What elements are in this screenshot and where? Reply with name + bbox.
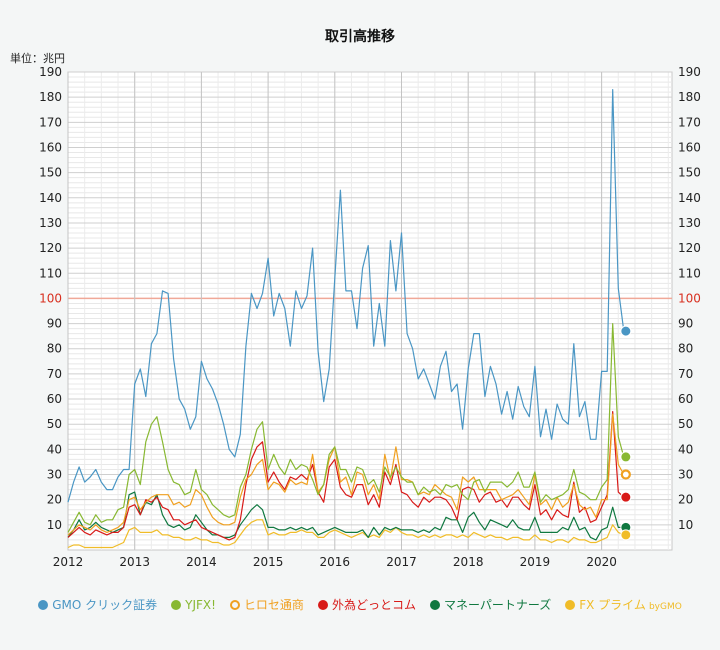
y-tick-label-left: 150: [39, 166, 62, 180]
series-line-5: [67, 519, 625, 549]
y-tick-label-left: 90: [47, 317, 62, 331]
y-tick-label-right: 70: [678, 367, 693, 381]
legend-marker: [317, 599, 328, 610]
x-tick-label: 2020: [586, 555, 617, 569]
legend-label: マネーパートナーズ: [443, 598, 552, 612]
legend-item: YJFX!: [171, 598, 216, 612]
y-tick-label-left: 40: [47, 442, 62, 456]
y-tick-label-left: 120: [39, 241, 62, 255]
series-end-marker-3: [620, 491, 632, 503]
y-tick-label-right: 100: [678, 291, 701, 305]
legend-marker: [171, 599, 182, 610]
series-line-4: [67, 491, 624, 541]
chart-title: 取引高推移: [325, 29, 395, 45]
series-line-1: [67, 323, 625, 533]
y-tick-label-right: 50: [678, 417, 693, 431]
legend-label: 外為どっとコム: [331, 598, 416, 612]
y-tick-label-right: 30: [678, 468, 693, 482]
y-tick-label-right: 110: [678, 266, 701, 280]
series-end-marker-0: [620, 325, 632, 337]
y-tick-label-right: 40: [678, 442, 693, 456]
y-tick-label-left: 190: [39, 65, 62, 79]
series-end-marker-5: [620, 529, 632, 541]
x-tick-label: 2018: [453, 555, 484, 569]
legend-marker: [429, 599, 440, 610]
y-tick-label-right: 60: [678, 392, 693, 406]
y-tick-label-left: 180: [39, 90, 62, 104]
legend-label: FX プライム byGMO: [579, 598, 682, 612]
y-tick-label-left: 110: [39, 266, 62, 280]
y-tick-label-right: 20: [678, 493, 693, 507]
x-tick-label: 2017: [386, 555, 417, 569]
x-tick-label: 2019: [520, 555, 551, 569]
x-tick-label: 2015: [253, 555, 284, 569]
x-tick-label: 2016: [320, 555, 351, 569]
y-tick-label-right: 190: [678, 65, 701, 79]
y-tick-label-left: 30: [47, 468, 62, 482]
legend-item: FX プライム byGMO: [565, 596, 682, 613]
legend-marker: [229, 599, 240, 610]
chart-legend: GMO クリック証券 YJFX! ヒロセ通商 外為どっとコム マネーパートナーズ FX プ…: [0, 596, 720, 613]
y-tick-label-right: 140: [678, 191, 701, 205]
y-tick-label-right: 80: [678, 342, 693, 356]
y-tick-label-right: 10: [678, 518, 693, 532]
y-tick-label-right: 170: [678, 115, 701, 129]
x-tick-label: 2012: [53, 555, 84, 569]
legend-label: GMO クリック証券: [52, 598, 158, 612]
y-tick-label-right: 120: [678, 241, 701, 255]
series-end-marker-1: [620, 451, 632, 463]
y-tick-label-left: 160: [39, 140, 62, 154]
y-tick-label-left: 60: [47, 392, 62, 406]
legend-label: YJFX!: [185, 597, 216, 612]
legend-marker: [565, 599, 576, 610]
y-tick-label-left: 100: [39, 291, 62, 305]
legend-item: 外為どっとコム: [317, 596, 416, 613]
y-tick-label-left: 10: [47, 518, 62, 532]
legend-item: ヒロセ通商: [229, 596, 304, 613]
y-tick-label-left: 80: [47, 342, 62, 356]
legend-label: ヒロセ通商: [243, 598, 304, 612]
y-tick-label-right: 90: [678, 317, 693, 331]
series-line-2: [67, 413, 625, 536]
y-tick-label-right: 130: [678, 216, 701, 230]
y-tick-label-left: 70: [47, 367, 62, 381]
legend-item: マネーパートナーズ: [429, 596, 552, 613]
legend-marker: [38, 599, 49, 610]
x-tick-label: 2013: [119, 555, 150, 569]
y-tick-label-left: 20: [47, 493, 62, 507]
series-line-3: [67, 411, 625, 541]
y-tick-label-left: 170: [39, 115, 62, 129]
plot-area: [67, 71, 673, 551]
unit-label: 単位：兆円: [10, 52, 65, 65]
y-tick-label-left: 140: [39, 191, 62, 205]
y-tick-label-left: 50: [47, 417, 62, 431]
y-tick-label-right: 180: [678, 90, 701, 104]
y-tick-label-right: 150: [678, 166, 701, 180]
series-line-0: [67, 88, 625, 503]
y-tick-label-left: 130: [39, 216, 62, 230]
x-tick-label: 2014: [186, 555, 217, 569]
y-tick-label-right: 160: [678, 140, 701, 154]
series-end-marker-2: [620, 469, 631, 480]
legend-item: GMO クリック証券: [38, 596, 157, 613]
